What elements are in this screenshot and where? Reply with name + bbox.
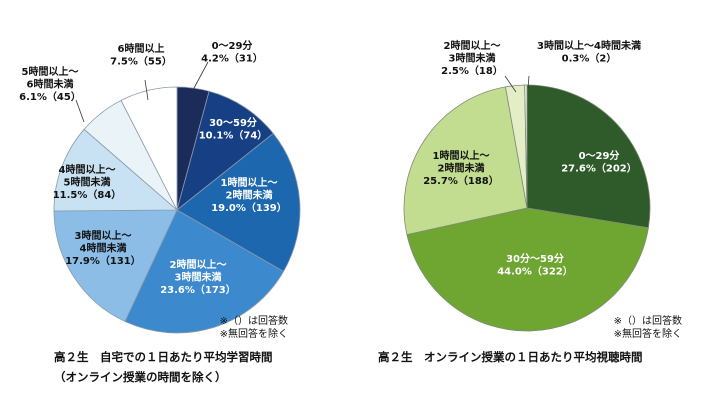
pie1-label-5: 4時間以上～ 5時間未満 11.5%（84） <box>53 163 122 201</box>
note-response-count-2: ※（）は回答数 <box>614 314 682 327</box>
pie2-leader-3 <box>504 75 517 93</box>
pie2-slice-1 <box>406 207 649 332</box>
pie2-label-4: 3時間以上～4時間未満 0.3%（2） <box>537 39 641 65</box>
pie1-slice-7 <box>120 86 178 211</box>
pie-chart-online-class-time: 0～29分 27.6%（202） 30分～59分 44.0%（322） 1時間以上～ 2時… <box>403 39 651 332</box>
pie1-label-6: 5時間以上～ 6時間未満 6.1%（45） <box>19 65 81 103</box>
pie2-label-0: 0～29分 27.6%（202） <box>561 149 637 175</box>
note-no-answer-2: ※無回答を除く <box>614 327 682 340</box>
pie1-label-3: 2時間以上～ 3時間未満 23.6%（173） <box>160 258 236 296</box>
pie1-label-1: 30～59分 10.1%（74） <box>199 116 268 142</box>
pie1-label-0: 0～29分 4.2%（31） <box>201 39 263 65</box>
chart-title-2: 高２生 オンライン授業の１日あたり平均視聴時間 <box>378 350 643 364</box>
pie1-slice-4 <box>53 209 178 322</box>
pie1-leader-0 <box>192 61 209 91</box>
pie2-slice-4 <box>524 84 528 209</box>
note-no-answer-1: ※無回答を除く <box>220 327 288 340</box>
pie-chart-study-time: 0～29分 4.2%（31） 30～59分 10.1%（74） 1時間以上～ 2時間未満 1… <box>19 39 301 334</box>
pie1-leader-6 <box>75 99 85 123</box>
pie1-label-2: 1時間以上～ 2時間未満 19.0%（139） <box>211 176 287 214</box>
pie1-slice-5 <box>53 128 179 212</box>
pie2-label-2: 1時間以上～ 2時間未満 25.7%（188） <box>423 149 499 187</box>
pie2-label-1: 30分～59分 44.0%（322） <box>497 252 573 278</box>
pie2-label-3: 2時間以上～ 3時間未満 2.5%（18） <box>441 39 503 77</box>
chart-subtitle-1: （オンライン授業の時間を除く） <box>54 370 227 384</box>
pie1-slice-2 <box>176 132 301 273</box>
pie1-label-7: 6時間以上 7.5%（55） <box>110 42 172 68</box>
chart-title-1: 高２生 自宅での１日あたり平均学習時間 <box>54 350 273 364</box>
pie2-slice-0 <box>526 84 651 229</box>
pie1-slice-3 <box>124 209 285 334</box>
note-response-count-1: ※（）は回答数 <box>220 314 288 327</box>
pie2-slice-2 <box>403 86 528 236</box>
pie1-slice-1 <box>176 90 274 212</box>
pie2-leader-4 <box>527 75 530 89</box>
pie1-label-4: 3時間以上～ 4時間未満 17.9%（131） <box>65 229 141 267</box>
pie1-leader-7 <box>144 79 149 101</box>
